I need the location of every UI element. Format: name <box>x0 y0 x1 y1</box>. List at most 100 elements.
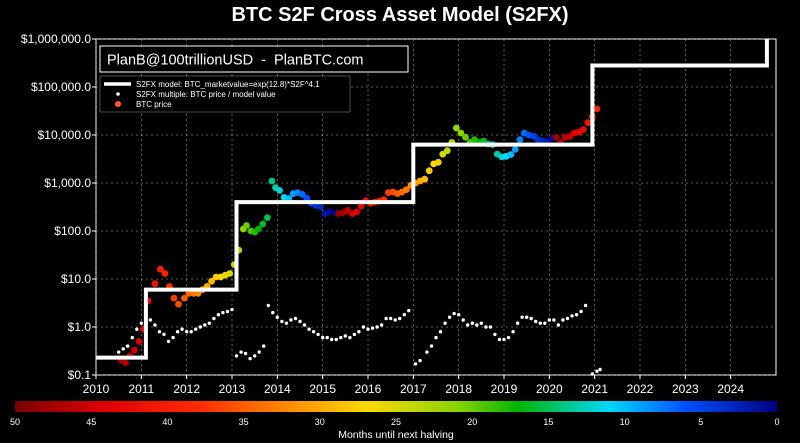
credit-box <box>99 45 409 73</box>
btc-price-point <box>135 338 143 345</box>
s2fx-multiple-point <box>330 337 334 342</box>
s2fx-multiple-point <box>311 330 316 334</box>
s2fx-multiple-point <box>598 367 602 372</box>
s2fx-multiple-point <box>357 330 361 334</box>
s2fx-multiple-point <box>207 321 211 325</box>
s2fx-multiple-point <box>171 335 175 340</box>
s2fx-multiple-point <box>429 344 434 348</box>
x-tick-label: 2013 <box>219 382 246 396</box>
x-tick-label: 2010 <box>83 382 110 396</box>
s2fx-multiple-point <box>271 310 275 315</box>
s2fx-multiple-point <box>466 323 470 327</box>
s2fx-multiple-point <box>361 325 366 329</box>
s2fx-multiple-point <box>166 339 171 344</box>
btc-price-point <box>357 202 365 210</box>
s2fx-multiple-point <box>257 350 261 354</box>
btc-price-point <box>443 147 451 155</box>
s2fx-multiple-point <box>402 313 406 317</box>
colorbar-tick-label: 20 <box>467 417 477 427</box>
legend-multiple-dot <box>116 92 120 96</box>
s2fx-multiple-point <box>321 335 325 340</box>
s2fx-multiple-point <box>230 307 234 312</box>
s2fx-multiple-point <box>126 344 130 348</box>
s2fx-multiple-point <box>334 337 338 342</box>
s2fx-multiple-point <box>452 311 456 316</box>
x-tick-label: 2021 <box>581 382 608 396</box>
btc-price-point <box>268 177 276 185</box>
y-axis: $0.1 $1.0 $10.0 $100.0 $1,000.0 $10,000.0 $100… <box>21 32 96 382</box>
x-tick-label: 2024 <box>717 382 744 396</box>
btc-price-point <box>276 187 283 194</box>
legend-model-label: S2FX model: BTC_marketvalue=exp(12.8)*S2… <box>136 80 320 89</box>
s2fx-multiple-point <box>484 325 488 329</box>
btc-price-point <box>157 265 164 273</box>
s2fx-multiple-point <box>479 321 483 325</box>
s2fx-multiple-point <box>298 319 302 324</box>
s2fx-multiple-point <box>243 351 248 356</box>
s2fx-multiple-point <box>447 315 452 319</box>
s2fx-multiple-point <box>266 303 270 308</box>
s2fx-multiple-point <box>515 321 520 325</box>
legend-multiple-label: S2FX multiple: BTC price / model value <box>136 90 276 99</box>
s2fx-multiple-point <box>534 319 538 324</box>
s2fx-multiple-point <box>389 316 393 321</box>
colorbar-gradient <box>15 401 777 412</box>
s2fx-multiple-point <box>552 318 556 322</box>
btc-price-point <box>208 277 216 285</box>
s2fx-multiple-point <box>502 337 506 342</box>
s2fx-multiple-point <box>443 321 447 325</box>
s2fx-multiple-point <box>506 335 511 340</box>
btc-price-point <box>593 105 601 113</box>
s2fx-multiple-point <box>162 332 166 337</box>
s2fx-multiple-point <box>185 330 189 334</box>
btc-price-point <box>122 359 129 367</box>
btc-price-point <box>403 186 410 194</box>
btc-price-point <box>181 294 188 302</box>
colorbar-label: Months until next halving <box>338 429 454 441</box>
s2fx-multiple-point <box>135 327 139 331</box>
s2fx-multiple-point <box>198 325 202 329</box>
s2fx-multiple-point <box>212 316 216 321</box>
s2fx-multiple-point <box>289 318 293 322</box>
btc-price-point <box>226 270 234 277</box>
s2fx-multiple-point <box>529 316 533 321</box>
s2fx-multiple-point <box>348 335 352 340</box>
btc-price-point <box>434 158 442 166</box>
x-tick-label: 2012 <box>173 382 200 396</box>
s2fx-multiple-point <box>248 356 252 361</box>
s2fx-multiple-point <box>316 332 320 337</box>
x-tick-label: 2015 <box>309 382 336 396</box>
btc-price-point <box>243 222 250 229</box>
x-tick-label: 2017 <box>400 382 427 396</box>
s2fx-multiple-point <box>470 321 474 325</box>
btc-price-point <box>584 119 592 127</box>
s2fx-multiple-point <box>325 335 329 340</box>
s2fx-multiple-point <box>520 315 524 319</box>
x-axis: 2010 2011 2012 2013 2014 2015 2016 2017 2018 2019… <box>83 375 744 396</box>
s2fx-multiple-point <box>556 323 561 327</box>
btc-price-point <box>194 290 202 297</box>
chart-title: BTC S2F Cross Asset Model (S2FX) <box>231 4 569 26</box>
btc-price-point <box>254 225 262 233</box>
s2fx-multiple-point <box>130 335 134 340</box>
y-tick-label: $10,000.0 <box>38 128 92 142</box>
y-tick-label: $100,000.0 <box>31 80 91 94</box>
s2fx-multiple-point <box>153 323 157 327</box>
y-tick-label: $1,000,000.0 <box>21 32 91 46</box>
legend-price-label: BTC price <box>136 100 172 109</box>
s2fx-multiple-point <box>343 334 347 338</box>
x-tick-label: 2023 <box>672 382 699 396</box>
s2fx-multiple-point <box>117 350 121 354</box>
s2fx-multiple-point <box>352 332 357 337</box>
s2fx-multiple-point <box>493 332 497 337</box>
colorbar-tick-label: 25 <box>391 417 401 427</box>
legend-box <box>99 75 351 113</box>
s2fx-multiple-point <box>497 337 502 342</box>
s2fx-multiple-point <box>579 309 583 314</box>
s2fx-multiple-point <box>221 310 225 315</box>
s2fx-multiple-point <box>253 354 257 358</box>
s2fx-multiple-point <box>302 323 307 327</box>
btc-price-point <box>298 191 306 198</box>
s2fx-multiple-point <box>180 327 184 331</box>
btc-price-point <box>462 133 469 141</box>
